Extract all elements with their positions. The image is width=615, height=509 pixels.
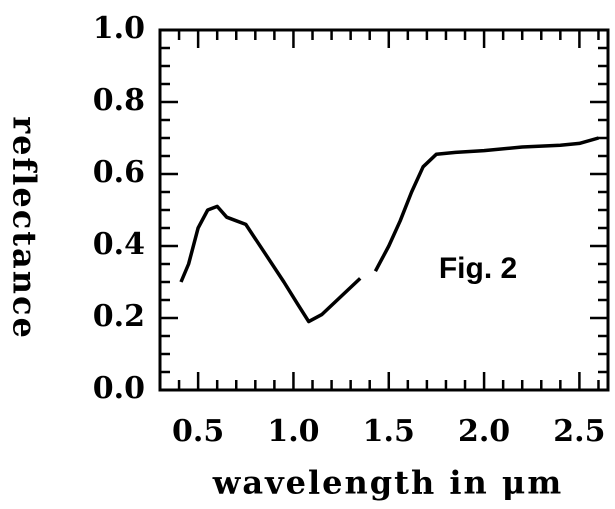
y-tick-label: 0.0 (93, 371, 145, 406)
y-tick-label: 0.8 (93, 83, 145, 118)
plot-frame (158, 28, 610, 392)
x-tick-label: 0.5 (172, 414, 224, 449)
y-tick-label: 1.0 (93, 11, 145, 46)
data-line (179, 136, 599, 324)
x-tick-label: 1.0 (267, 414, 319, 449)
x-tick-label: 2.5 (553, 414, 605, 449)
x-tick-label: 2.0 (458, 414, 510, 449)
y-tick-label: 0.4 (93, 227, 145, 262)
x-axis-label: wavelength in μm (212, 464, 563, 502)
x-tick-label: 1.5 (363, 414, 415, 449)
y-tick-label: 0.2 (93, 299, 145, 334)
y-axis-label: reflectance (6, 116, 44, 340)
y-tick-label: 0.6 (93, 155, 145, 190)
annotation: Fig. 2 (439, 252, 517, 285)
